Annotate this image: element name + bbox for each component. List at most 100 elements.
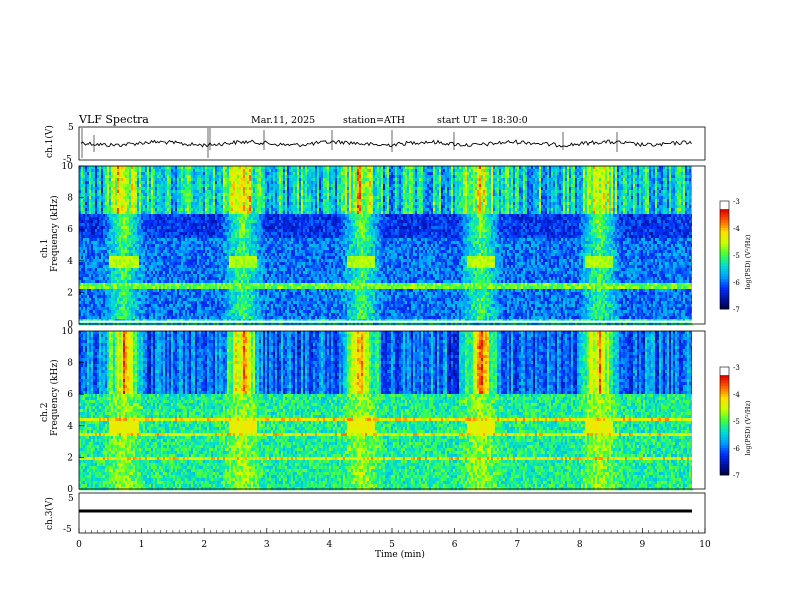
spectrogram-cell [101,169,103,172]
spectrogram-cell [89,268,91,271]
spectrogram-cell [113,181,115,184]
spectrogram-cell [111,244,113,247]
spectrogram-cell [101,265,103,268]
spectrogram-cell [105,196,107,199]
spectrogram-cell [117,223,119,226]
spectrogram-cell [121,178,123,181]
spectrogram-cell [95,187,97,190]
spectrogram-cell [95,193,97,196]
spectrogram-cell [111,310,113,313]
spectrogram-cell [121,199,123,202]
spectrogram-cell [97,199,99,202]
spectrogram-cell [115,211,117,214]
spectrogram-cell [123,286,125,289]
spectrogram-cell [103,214,105,217]
spectrogram-cell [83,190,85,193]
spectrogram-cell [117,226,119,229]
spectrogram-cell [113,271,115,274]
spectrogram-cell [99,166,101,169]
spectrogram-cell [105,280,107,283]
spectrogram-cell [99,211,101,214]
spectrogram-cell [105,214,107,217]
spectrogram-cell [103,316,105,319]
spectrogram-cell [101,214,103,217]
spectrogram-cell [107,211,109,214]
spectrogram-cell [105,244,107,247]
spectrogram-cell [107,295,109,298]
spectrogram-cell [87,247,89,250]
spectrogram-cell [93,307,95,310]
spectrogram-cell [119,178,121,181]
spectrogram-cell [97,220,99,223]
spectrogram-cell [99,187,101,190]
spectrogram-cell [111,226,113,229]
spectrogram-cell [117,202,119,205]
spectrogram-cell [97,283,99,286]
spectrogram-cell [91,238,93,241]
spectrogram-cell [101,307,103,310]
spectrogram-cell [91,226,93,229]
spectrogram-cell [91,307,93,310]
spectrogram-cell [89,253,91,256]
spectrogram-cell [101,184,103,187]
spectrogram-cell [91,316,93,319]
spectrogram-cell [93,268,95,271]
spectrogram-cell [99,196,101,199]
spectrogram-cell [89,295,91,298]
spectrogram-cell [89,289,91,292]
spectrogram-cell [87,253,89,256]
spectrogram-cell [83,247,85,250]
spectrogram-cell [119,286,121,289]
spectrogram-cell [119,235,121,238]
spectrogram-cell [121,241,123,244]
spectrogram-cell [115,166,117,169]
spectrogram-cell [83,298,85,301]
spectrogram-cell [89,238,91,241]
spectrogram-cell [89,196,91,199]
spectrogram-cell [123,220,125,223]
spectrogram-cell [105,166,107,169]
spectrogram-cell [93,238,95,241]
spectrogram-cell [117,169,119,172]
spectrogram-cell [93,199,95,202]
station-label: station=ATH [343,115,405,126]
spectrogram-cell [105,229,107,232]
spectrogram-cell [111,199,113,202]
spectrogram-cell [99,241,101,244]
spectrogram-cell [99,286,101,289]
spectrogram-cell [123,244,125,247]
spectrogram-cell [109,244,111,247]
spectrogram-cell [121,226,123,229]
spectrogram-cell [107,265,109,268]
spectrogram-cell [87,226,89,229]
spectrogram-cell [99,217,101,220]
spectrogram-cell [83,175,85,178]
spectrogram-cell [113,229,115,232]
spectrogram-cell [107,244,109,247]
spectrogram-cell [101,298,103,301]
spectrogram-cell [93,220,95,223]
spectrogram-cell [111,274,113,277]
spectrogram-cell [99,199,101,202]
spectrogram-cell [91,289,93,292]
spectrogram-cell [83,262,85,265]
spectrogram-cell [81,280,83,283]
spectrogram-cell [85,253,87,256]
spectrogram-cell [107,277,109,280]
spectrogram-cell [97,205,99,208]
spectrogram-cell [101,178,103,181]
spectrogram-cell [111,268,113,271]
spectrogram-cell [91,184,93,187]
spectrogram-cell [95,223,97,226]
spectrogram-cell [95,235,97,238]
spectrogram-cell [99,172,101,175]
spectrogram-cell [121,313,123,316]
spectrogram-cell [83,241,85,244]
spectrogram-cell [85,226,87,229]
spectrogram-cell [113,283,115,286]
spectrogram-cell [113,166,115,169]
spectrogram-cell [107,256,109,259]
spectrogram-cell [101,232,103,235]
spectrogram-cell [121,316,123,319]
spectrogram-cell [109,277,111,280]
